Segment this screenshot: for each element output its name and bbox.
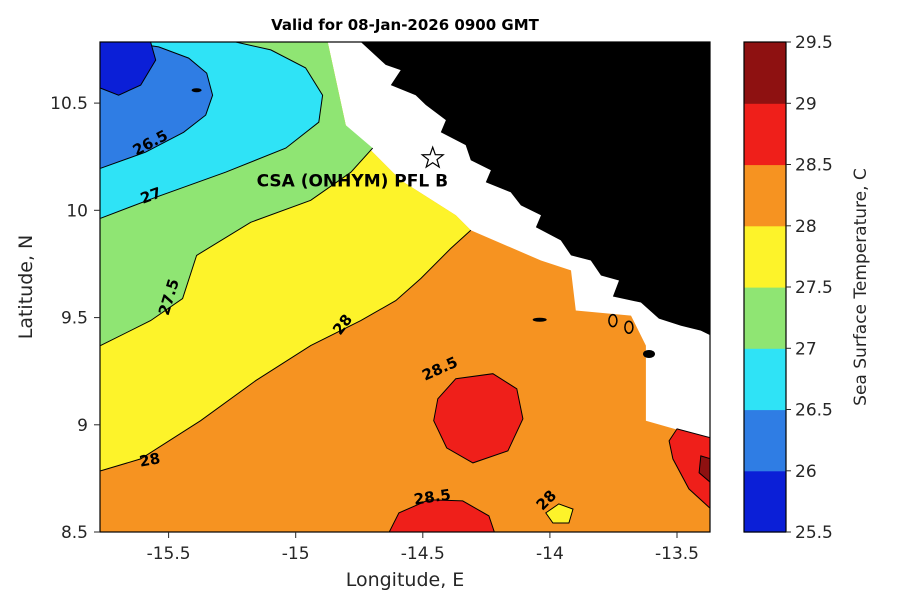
colorbar-segment	[744, 287, 786, 349]
plot-title: Valid for 08-Jan-2026 0900 GMT	[271, 16, 539, 34]
colorbar-segment	[744, 225, 786, 288]
island	[191, 88, 202, 93]
colorbar-tick-label: 27.5	[795, 278, 833, 298]
colorbar-segment	[744, 348, 786, 411]
station-marker-star-icon	[420, 145, 445, 169]
colorbar-tick-label: 28	[795, 217, 817, 237]
colorbar: 25.5 26 26.5 27 27.5 28 28.5 29 29.5	[743, 33, 833, 543]
island	[532, 317, 547, 322]
station-annotation: CSA (ONHYM) PFL B	[257, 145, 448, 191]
contour-label: 28	[138, 449, 162, 470]
y-tick-label: 9	[77, 416, 88, 436]
contour-region-28.5-29	[389, 499, 495, 532]
y-axis-ticks: 8.5 9 9.5 10 10.5	[50, 94, 100, 543]
land-mass	[360, 42, 710, 336]
island	[643, 350, 655, 358]
y-tick-label: 9.5	[61, 309, 88, 329]
contour-region-28.5-29	[669, 428, 710, 509]
colorbar-tick-label: 27	[795, 339, 817, 359]
x-tick-label: -15	[282, 544, 310, 564]
colorbar-tick-label: 26	[795, 462, 817, 482]
colorbar-tick-label: 26.5	[795, 401, 833, 421]
y-tick-label: 8.5	[61, 523, 88, 543]
contour-region-28.5-29	[433, 373, 523, 463]
contour-regions-layer	[100, 42, 710, 532]
colorbar-segment	[744, 470, 786, 533]
colorbar-label: Sea Surface Temperature, C	[851, 168, 871, 406]
contour-label: 28.5	[413, 486, 452, 509]
x-tick-label: -15.5	[147, 544, 191, 564]
colorbar-segment	[744, 42, 786, 104]
colorbar-tick-label: 29	[795, 94, 817, 114]
x-tick-label: -14	[536, 544, 564, 564]
islands-layer	[191, 88, 655, 358]
colorbar-tick-label: 28.5	[795, 156, 833, 176]
colorbar-segment	[744, 409, 786, 472]
x-tick-label: -14.5	[401, 544, 445, 564]
colorbar-tick-label: 25.5	[795, 523, 833, 543]
x-axis-ticks: -15.5 -15 -14.5 -14 -13.5	[147, 532, 699, 564]
land-layer	[360, 42, 710, 336]
station-label: CSA (ONHYM) PFL B	[257, 171, 448, 191]
island	[624, 320, 634, 334]
plot-frame	[99, 41, 711, 533]
contour-region-29-29.5	[699, 455, 710, 483]
colorbar-segment	[744, 103, 786, 166]
contour-region-25.5-26	[100, 42, 156, 96]
y-tick-label: 10.5	[50, 94, 88, 114]
colorbar-tick-label: 29.5	[795, 33, 833, 53]
x-axis-label: Longitude, E	[346, 569, 465, 591]
island	[608, 313, 618, 328]
colorbar-segment	[744, 164, 786, 227]
x-tick-label: -13.5	[655, 544, 699, 564]
y-tick-label: 10	[66, 201, 88, 221]
y-axis-label: Latitude, N	[15, 235, 37, 340]
